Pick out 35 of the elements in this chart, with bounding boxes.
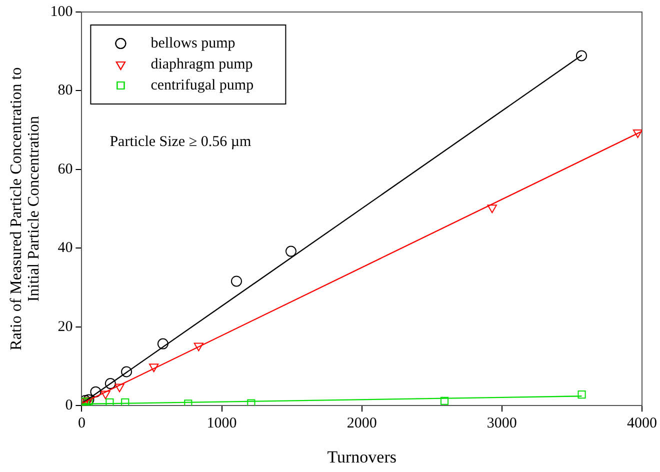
y-tick-label: 80 (58, 82, 73, 99)
point (90, 386, 102, 398)
point (632, 129, 642, 138)
legend-label: diaphragm pump (150, 56, 253, 72)
point (578, 390, 586, 399)
x-tick-label: 3000 (486, 416, 517, 432)
point (100, 390, 110, 400)
point (121, 398, 130, 406)
point (247, 399, 256, 406)
y-tick-label: 20 (58, 318, 73, 335)
point (194, 342, 204, 352)
legend-label: centrifugal pump (150, 77, 254, 94)
x-tick-label: 1000 (206, 416, 237, 432)
point (440, 396, 449, 405)
y-tick-label: 100 (50, 4, 73, 20)
point (104, 378, 116, 390)
point (157, 338, 168, 350)
point (114, 384, 124, 392)
point (285, 246, 296, 257)
y-axis-title: Ratio of Measured Particle Concentration to Initial Particle Concentration (8, 67, 43, 350)
point (184, 400, 192, 406)
x-tick-label: 4000 (627, 416, 657, 432)
point (149, 364, 159, 372)
point (230, 276, 242, 287)
x-tick-label: 2000 (346, 416, 377, 432)
point (121, 366, 132, 378)
legend-label: bellows pump (150, 35, 236, 52)
y-tick-label: 40 (58, 240, 73, 256)
annotation: Particle Size ≥ 0.56 µm (110, 134, 252, 150)
x-tick-label: 0 (78, 416, 86, 432)
y-tick-label: 0 (65, 398, 73, 414)
point (576, 50, 587, 62)
x-axis-title: Turnovers (327, 447, 396, 466)
point (487, 204, 497, 214)
y-tick-label: 60 (58, 161, 73, 178)
